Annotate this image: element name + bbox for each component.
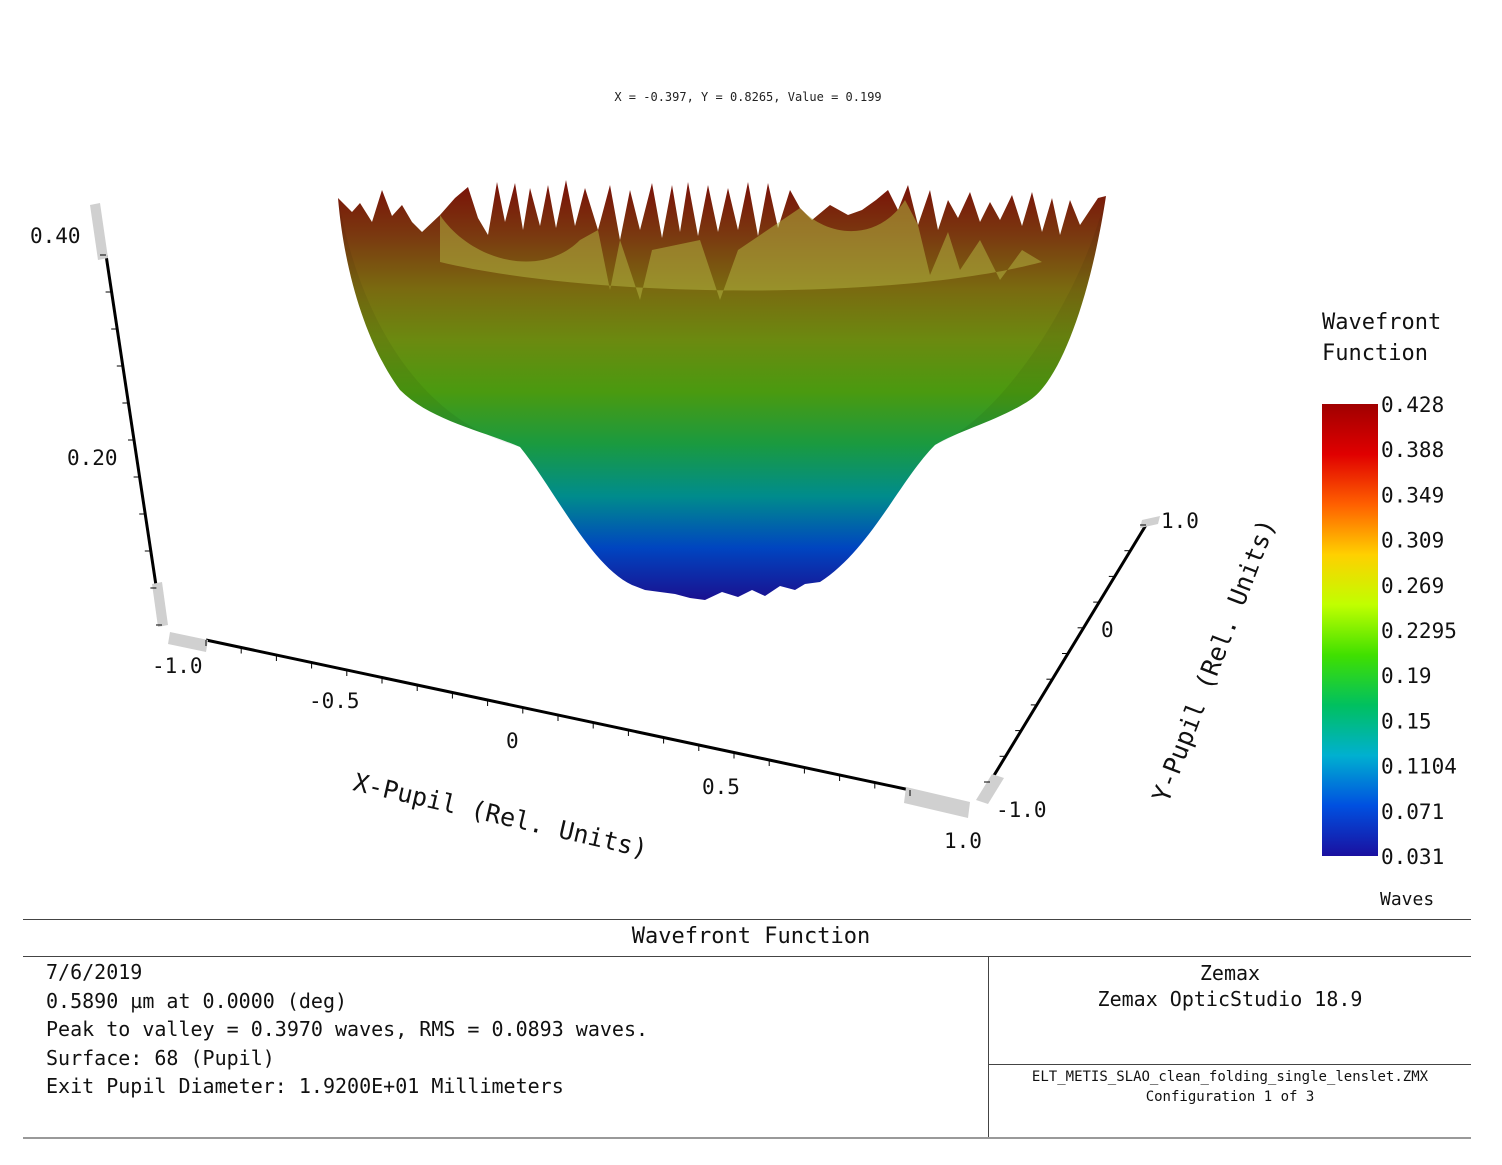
y-tick-label-0: 0	[1101, 618, 1114, 642]
footer-right: Zemax Zemax OpticStudio 18.9	[989, 960, 1471, 1012]
surface-body	[338, 180, 1106, 600]
footer-right-rule	[988, 1064, 1471, 1065]
colorbar: Wavefront Function 0.428 0.388 0.349 0.309 0…	[1322, 310, 1457, 910]
z-tick-label-020: 0.20	[67, 446, 118, 470]
footer-title: Wavefront Function	[631, 924, 871, 949]
footer-surface: Surface: 68 (Pupil)	[46, 1045, 275, 1070]
colorbar-tick-label: 0.031	[1381, 845, 1444, 869]
colorbar-unit: Waves	[1380, 889, 1434, 910]
footer-left: 7/6/2019 0.5890 µm at 0.0000 (deg) Peak …	[46, 958, 648, 1101]
footer-pupil: Exit Pupil Diameter: 1.9200E+01 Millimet…	[46, 1074, 564, 1098]
y-axis-cap-bottom	[976, 774, 1004, 804]
x-tick-label-0: 0	[506, 729, 519, 753]
colorbar-tick-label: 0.071	[1381, 800, 1444, 824]
x-tick-label-m1: -1.0	[152, 654, 203, 678]
footer-wavelength: 0.5890 µm at 0.0000 (deg)	[46, 988, 348, 1013]
footer-company: Zemax	[1199, 961, 1261, 985]
z-axis-cap-top	[90, 203, 108, 260]
colorbar-title-line1: Wavefront	[1322, 310, 1441, 335]
footer-title-rule	[23, 956, 1471, 957]
footer-date: 7/6/2019	[46, 960, 143, 984]
x-axis-label: X-Pupil (Rel. Units)	[351, 768, 651, 864]
colorbar-scale	[1322, 404, 1378, 856]
z-tick-label-040: 0.40	[30, 224, 81, 248]
wavefront-surface	[338, 180, 1106, 600]
z-axis-cap-bottom	[152, 582, 168, 627]
colorbar-tick-label: 0.1104	[1381, 755, 1457, 779]
y-tick-label-m1: -1.0	[996, 798, 1047, 822]
axes	[90, 203, 1160, 818]
footer-config: Configuration 1 of 3	[1145, 1089, 1315, 1105]
x-axis-cap-right	[904, 787, 970, 818]
colorbar-tick-label: 0.269	[1381, 574, 1444, 598]
wavefront-plot: X = -0.397, Y = 0.8265, Value = 0.199 0.…	[30, 90, 1457, 910]
colorbar-tick-label: 0.2295	[1381, 619, 1457, 643]
y-axis-cap-top	[1140, 516, 1160, 528]
footer-product: Zemax OpticStudio 18.9	[1097, 987, 1363, 1011]
footer-stats: Peak to valley = 0.3970 waves, RMS = 0.0…	[46, 1017, 649, 1041]
colorbar-tick-label: 0.15	[1381, 709, 1432, 733]
colorbar-tick-label: 0.309	[1381, 529, 1444, 553]
y-tick-label-1: 1.0	[1161, 509, 1199, 533]
colorbar-tick-label: 0.19	[1381, 664, 1432, 688]
colorbar-title-line2: Function	[1322, 341, 1428, 366]
y-axis-label: Y-Pupil (Rel. Units)	[1147, 515, 1282, 806]
surface-inner-rim	[440, 200, 1042, 300]
x-tick-label-1: 1.0	[944, 829, 982, 853]
footer-divider	[988, 956, 989, 1137]
footer-file-info: ELT_METIS_SLAO_clean_folding_single_lens…	[989, 1067, 1471, 1107]
colorbar-tick-label: 0.388	[1381, 438, 1444, 462]
x-tick-label-05: 0.5	[702, 775, 740, 799]
x-tick-label-m05: -0.5	[309, 689, 360, 713]
cursor-readout: X = -0.397, Y = 0.8265, Value = 0.199	[614, 90, 881, 104]
colorbar-tick-label: 0.428	[1381, 393, 1444, 417]
footer-bottom-rule	[23, 1137, 1471, 1139]
footer-top-rule	[23, 919, 1471, 920]
colorbar-tick-label: 0.349	[1381, 483, 1444, 507]
x-axis-cap-left	[168, 632, 208, 652]
footer-file: ELT_METIS_SLAO_clean_folding_single_lens…	[1031, 1069, 1429, 1085]
